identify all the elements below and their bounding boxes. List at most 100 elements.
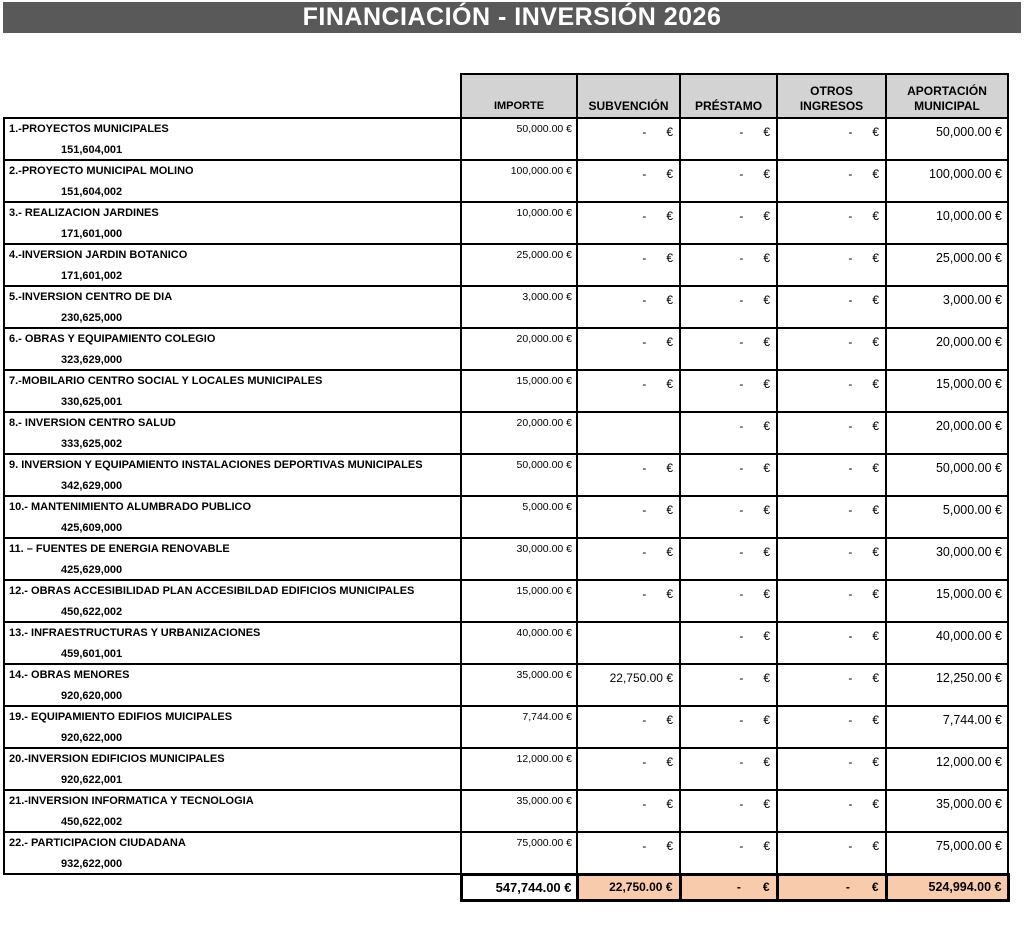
euro-symbol: €: [666, 545, 673, 559]
euro-symbol: €: [763, 629, 770, 643]
importe-cell: 30,000.00 €: [460, 537, 578, 581]
dash-placeholder: -: [642, 839, 647, 853]
otros-ingresos-cell: - €: [776, 285, 887, 329]
euro-symbol: €: [872, 419, 879, 433]
empty-amount: - €: [779, 167, 879, 181]
otros-ingresos-cell: - €: [776, 495, 887, 539]
table-body: 1.-PROYECTOS MUNICIPALES 151,604,001 50,00…: [3, 117, 1009, 875]
empty-amount: - €: [682, 629, 770, 643]
importe-cell: 5,000.00 €: [460, 495, 578, 539]
budget-code: 932,622,000: [61, 858, 123, 870]
euro-symbol: €: [666, 335, 673, 349]
col-header-otros-ingresos: OTROS INGRESOS: [776, 73, 887, 119]
project-label-cell: 7.-MOBILARIO CENTRO SOCIAL Y LOCALES MUN…: [3, 369, 462, 413]
aportacion-cell: 15,000.00 €: [885, 369, 1009, 413]
corner-spacer: [4, 74, 461, 118]
prestamo-cell: - €: [679, 621, 778, 665]
col-header-prestamo: PRÉSTAMO: [679, 73, 778, 119]
project-name: 20.-INVERSION EDIFICIOS MUNICIPALES: [9, 753, 225, 765]
empty-amount: - €: [683, 880, 770, 894]
prestamo-cell: - €: [679, 369, 778, 413]
subvencion-cell: - €: [576, 369, 681, 413]
empty-amount: - €: [682, 419, 770, 433]
euro-symbol: €: [872, 293, 879, 307]
otros-ingresos-cell: - €: [776, 327, 887, 371]
otros-ingresos-cell: - €: [776, 831, 887, 875]
euro-symbol: €: [763, 587, 770, 601]
euro-symbol: €: [666, 377, 673, 391]
otros-ingresos-cell: - €: [776, 117, 887, 161]
prestamo-cell: - €: [679, 159, 778, 203]
table-row: 10.- MANTENIMIENTO ALUMBRADO PUBLICO 425,…: [3, 495, 1009, 539]
euro-symbol: €: [763, 293, 770, 307]
empty-amount: - €: [579, 251, 673, 265]
importe-cell: 15,000.00 €: [460, 579, 578, 623]
dash-placeholder: -: [642, 293, 647, 307]
euro-symbol: €: [666, 755, 673, 769]
otros-ingresos-cell: - €: [776, 537, 887, 581]
dash-placeholder: -: [642, 587, 647, 601]
empty-amount: - €: [682, 545, 770, 559]
dash-placeholder: -: [739, 713, 744, 727]
aportacion-cell: 75,000.00 €: [885, 831, 1009, 875]
dash-placeholder: -: [739, 125, 744, 139]
project-label-cell: 21.-INVERSION INFORMATICA Y TECNOLOGIA 45…: [3, 789, 462, 833]
table-row: 20.-INVERSION EDIFICIOS MUNICIPALES 920,6…: [3, 747, 1009, 791]
dash-placeholder: -: [739, 209, 744, 223]
dash-placeholder: -: [848, 377, 853, 391]
subvencion-cell: - €: [576, 243, 681, 287]
aportacion-cell: 7,744.00 €: [885, 705, 1009, 749]
empty-amount: - €: [779, 209, 879, 223]
dash-placeholder: -: [739, 293, 744, 307]
project-label-cell: 4.-INVERSION JARDIN BOTANICO 171,601,002: [3, 243, 462, 287]
subvencion-cell: - €: [576, 159, 681, 203]
dash-placeholder: -: [848, 839, 853, 853]
table-row: 1.-PROYECTOS MUNICIPALES 151,604,001 50,00…: [3, 117, 1009, 161]
table-row: 22.- PARTICIPACION CIUDADANA 932,622,000 7…: [3, 831, 1009, 875]
dash-placeholder: -: [848, 629, 853, 643]
euro-symbol: €: [763, 713, 770, 727]
total-aportacion-cell: 524,994.00 €: [884, 872, 1010, 902]
project-label-cell: 14.- OBRAS MENORES 920,620,000: [3, 663, 462, 707]
totals-row: 547,744.00 €22,750.00 € - € - €524,994.00 €: [4, 872, 1010, 902]
dash-placeholder: -: [739, 167, 744, 181]
budget-code: 425,609,000: [61, 522, 123, 534]
empty-amount: - €: [779, 839, 879, 853]
table-row: 11. – FUENTES DE ENERGIA RENOVABLE 425,62…: [3, 537, 1009, 581]
euro-symbol: €: [872, 797, 879, 811]
project-name: 8.- INVERSION CENTRO SALUD: [9, 417, 176, 429]
project-name: 22.- PARTICIPACION CIUDADANA: [9, 837, 186, 849]
dash-placeholder: -: [642, 713, 647, 727]
prestamo-cell: - €: [679, 831, 778, 875]
importe-cell: 20,000.00 €: [460, 411, 578, 455]
empty-amount: - €: [780, 880, 879, 894]
empty-amount: - €: [682, 377, 770, 391]
dash-placeholder: -: [642, 335, 647, 349]
subvencion-cell: - €: [576, 201, 681, 245]
project-name: 12.- OBRAS ACCESIBILIDAD PLAN ACCESIBILD…: [9, 585, 415, 597]
budget-code: 333,625,002: [61, 438, 123, 450]
project-name: 7.-MOBILARIO CENTRO SOCIAL Y LOCALES MUN…: [9, 375, 323, 387]
empty-amount: - €: [579, 839, 673, 853]
budget-code: 450,622,002: [61, 606, 123, 618]
total-subvencion-cell: 22,750.00 €: [575, 872, 682, 902]
col-header-otros-line1: OTROS: [810, 84, 853, 98]
dash-placeholder: -: [739, 629, 744, 643]
empty-amount: - €: [682, 251, 770, 265]
budget-code: 171,601,002: [61, 270, 123, 282]
subvencion-cell: - €: [576, 453, 681, 497]
euro-symbol: €: [872, 671, 879, 685]
importe-cell: 25,000.00 €: [460, 243, 578, 287]
project-label-cell: 6.- OBRAS Y EQUIPAMIENTO COLEGIO 323,629,…: [3, 327, 462, 371]
aportacion-cell: 50,000.00 €: [885, 453, 1009, 497]
euro-symbol: €: [762, 880, 770, 894]
euro-symbol: €: [666, 251, 673, 265]
euro-symbol: €: [763, 545, 770, 559]
empty-amount: - €: [779, 419, 879, 433]
empty-amount: - €: [779, 587, 879, 601]
empty-amount: - €: [779, 377, 879, 391]
project-label-cell: 5.-INVERSION CENTRO DE DIA 230,625,000: [3, 285, 462, 329]
table-row: 5.-INVERSION CENTRO DE DIA 230,625,000 3,0…: [3, 285, 1009, 329]
empty-amount: - €: [682, 209, 770, 223]
col-header-importe: IMPORTE: [460, 73, 578, 119]
